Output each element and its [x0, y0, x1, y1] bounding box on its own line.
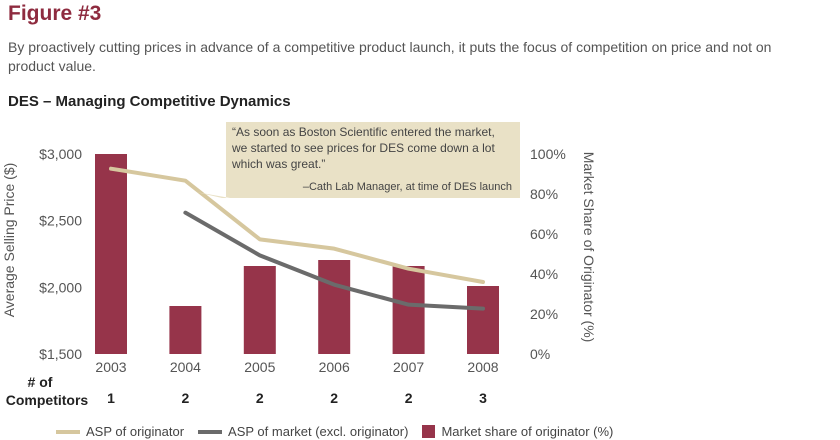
y-tick-label: $3,000: [39, 146, 82, 162]
competitors-value: 3: [479, 390, 487, 406]
y2-tick-label: 40%: [530, 266, 558, 282]
callout-quote-line: which was great.”: [231, 157, 325, 171]
y-tick-label: $2,000: [39, 279, 82, 295]
legend-item-market-share: Market share of originator (%): [422, 424, 613, 439]
bar-2008: [467, 286, 499, 354]
legend-swatch-asp-originator: [56, 429, 80, 434]
callout-box: [196, 122, 520, 198]
bar-2003: [95, 154, 127, 354]
line-asp-originator: [109, 166, 485, 284]
legend: ASP of originator ASP of market (excl. o…: [56, 424, 627, 439]
legend-label-asp-originator: ASP of originator: [86, 424, 185, 439]
callout-attribution: –Cath Lab Manager, at time of DES launch: [303, 181, 512, 193]
legend-swatch-market-share: [422, 425, 436, 438]
bar-2005: [243, 266, 276, 354]
y-tick-label: $2,500: [39, 213, 82, 229]
legend-label-market-share: Market share of originator (%): [441, 424, 614, 439]
callout: “As soon as Boston Scientific entered th…: [196, 122, 520, 198]
y2-axis-title: Market Share of Originator (%): [581, 152, 597, 343]
bar-2007: [392, 266, 425, 354]
y2-tick-label: 100%: [530, 146, 566, 162]
bars-group: [95, 154, 499, 354]
competitors-value: 2: [330, 390, 338, 406]
chart-title: DES – Managing Competitive Dynamics: [8, 93, 291, 110]
competitors-label-line: Competitors: [6, 392, 89, 408]
legend-item-asp-market: ASP of market (excl. originator): [198, 424, 408, 439]
competitors-value: 1: [107, 390, 115, 406]
y2-tick-label: 80%: [530, 186, 558, 202]
figure-caption: By proactively cutting prices in advance…: [8, 39, 772, 74]
competitors-label-line: # of: [28, 374, 53, 390]
y-tick-label: $1,500: [39, 346, 82, 362]
figure-title: Figure #3: [8, 2, 102, 25]
competitors-value: 2: [182, 390, 190, 406]
x-tick-label: 2008: [467, 359, 498, 375]
legend-swatch-asp-market: [198, 429, 223, 434]
legend-label-asp-market: ASP of market (excl. originator): [228, 424, 409, 439]
competitors-value: 2: [256, 390, 264, 406]
legend-item-asp-originator: ASP of originator: [56, 424, 184, 439]
bar-2006: [318, 260, 351, 354]
y2-tick-label: 20%: [530, 306, 558, 322]
y-axis-title: Average Selling Price ($): [1, 163, 17, 318]
x-tick-label: 2004: [170, 359, 201, 375]
bar-2004: [169, 306, 202, 354]
y2-tick-label: 60%: [530, 226, 558, 242]
line-asp-market: [183, 210, 485, 311]
competitors-value: 2: [405, 390, 413, 406]
x-tick-label: 2005: [244, 359, 275, 375]
axes-group: $3,000$2,500$2,000$1,500100%80%60%40%20%…: [1, 146, 597, 408]
y2-tick-label: 0%: [530, 346, 550, 362]
lines-group: [109, 166, 485, 311]
callout-quote-line: we started to see prices for DES come do…: [231, 141, 495, 155]
x-tick-label: 2003: [95, 359, 126, 375]
callout-quote-line: “As soon as Boston Scientific entered th…: [232, 125, 495, 139]
x-tick-label: 2007: [393, 359, 424, 375]
x-tick-label: 2006: [319, 359, 350, 375]
chart: “As soon as Boston Scientific entered th…: [1, 122, 597, 408]
